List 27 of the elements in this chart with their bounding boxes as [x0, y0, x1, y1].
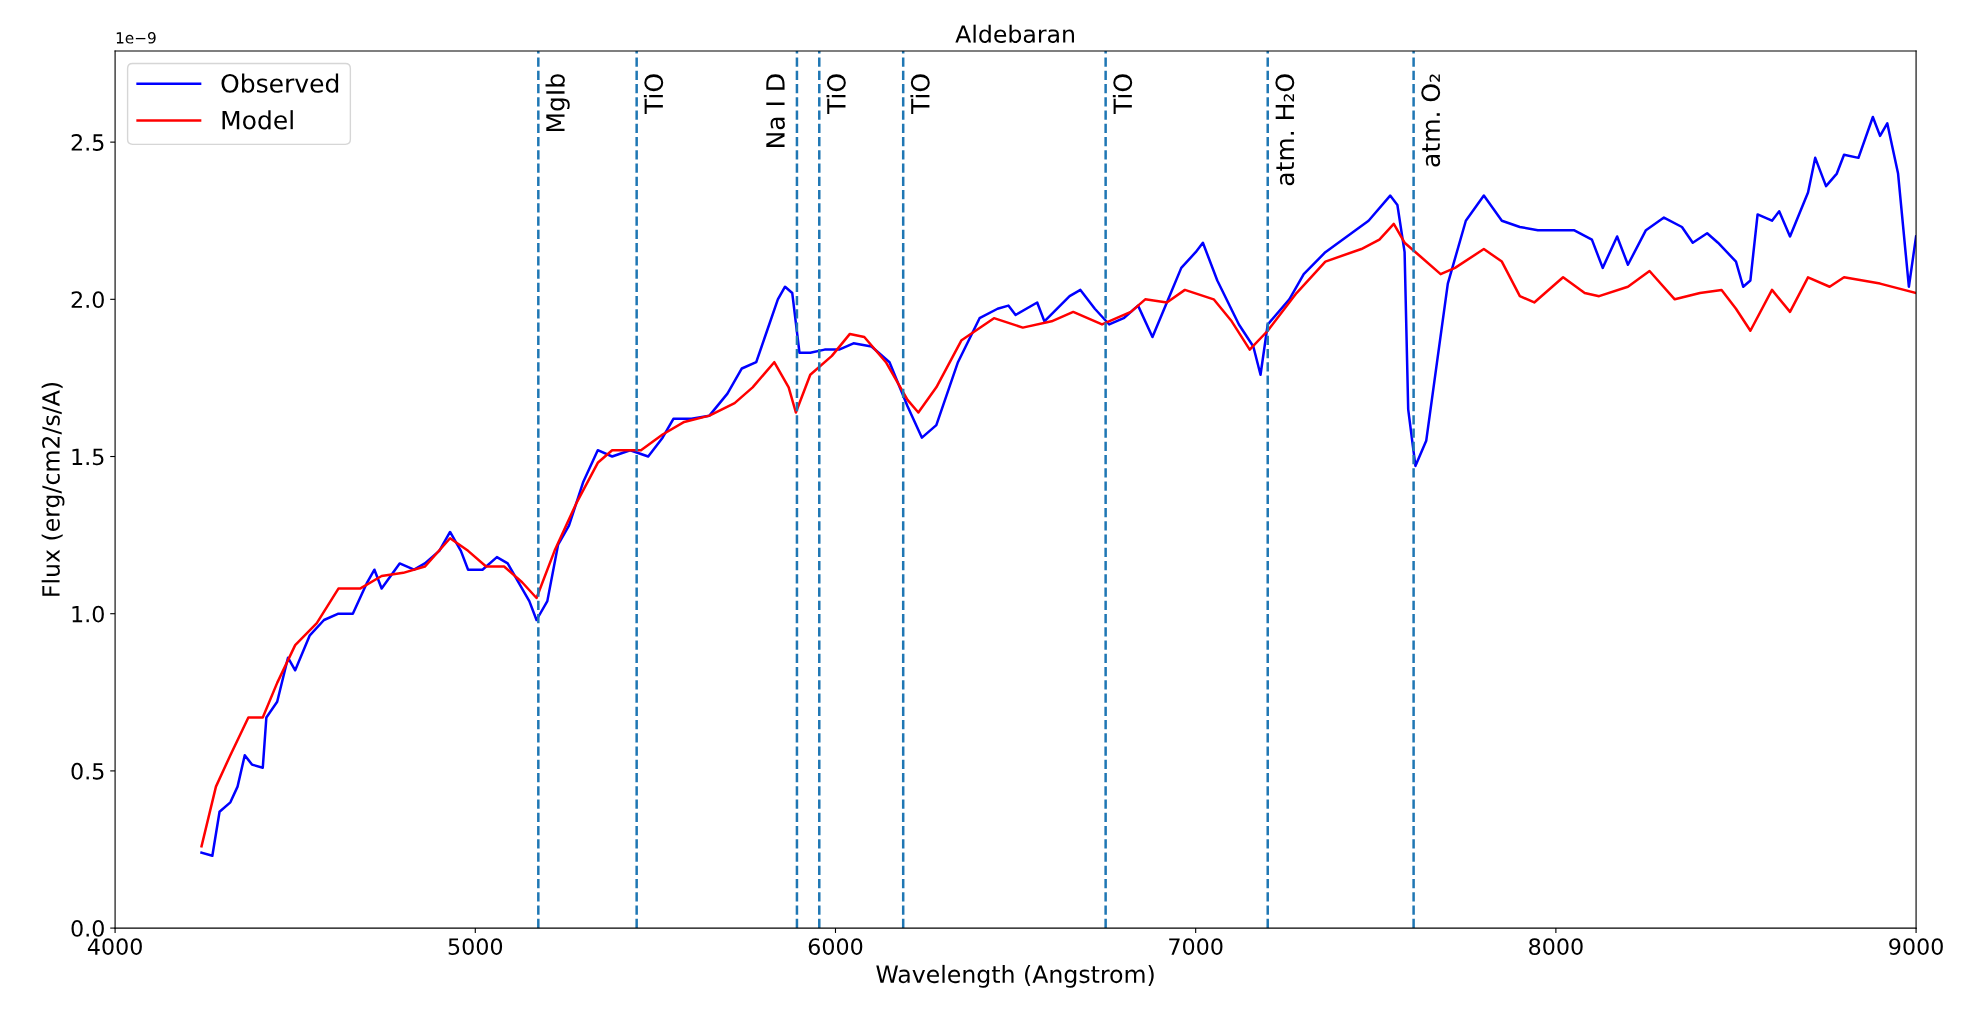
ref-line-label: TiO — [643, 74, 664, 115]
y-tick-label: 2.5 — [71, 134, 104, 151]
x-tick-label: 4000 — [87, 938, 142, 956]
y-tick-label: 1.0 — [72, 605, 104, 623]
chart-title: Aldebaran — [955, 24, 1074, 43]
text: 1e−9 — [116, 32, 156, 44]
ref-line-label: atm. O₂ — [1421, 74, 1441, 167]
ref-line-label: Na I D — [766, 74, 785, 147]
x-tick-label: 6000 — [808, 938, 863, 956]
ref-line-label: TiO — [826, 74, 846, 115]
x-axis-title: Wavelength (Angstrom) — [876, 964, 1154, 988]
ref-line-label: atm. H₂O — [1275, 74, 1295, 186]
y-tick-label: 1.5 — [72, 448, 104, 466]
y-tick-label: 0.5 — [71, 762, 104, 780]
ref-line-label: MgIb — [545, 74, 570, 132]
line-series — [200, 222, 1917, 848]
y-axis-title: Flux (erg/cm2/s/A) — [41, 382, 65, 596]
y-tick-label: 0.0 — [71, 920, 104, 937]
ref-line-label: TiO — [910, 74, 930, 115]
x-tick-label: 8000 — [1529, 938, 1583, 956]
x-tick-label: 9000 — [1889, 938, 1943, 956]
x-tick-label: 7000 — [1169, 938, 1223, 956]
x-tick-label: 5000 — [448, 938, 503, 956]
legend-label: Model — [222, 110, 293, 130]
y-tick-label: 2.0 — [71, 291, 104, 309]
ref-line-label: TiO — [1112, 74, 1133, 115]
legend-label: Observed — [221, 73, 339, 93]
